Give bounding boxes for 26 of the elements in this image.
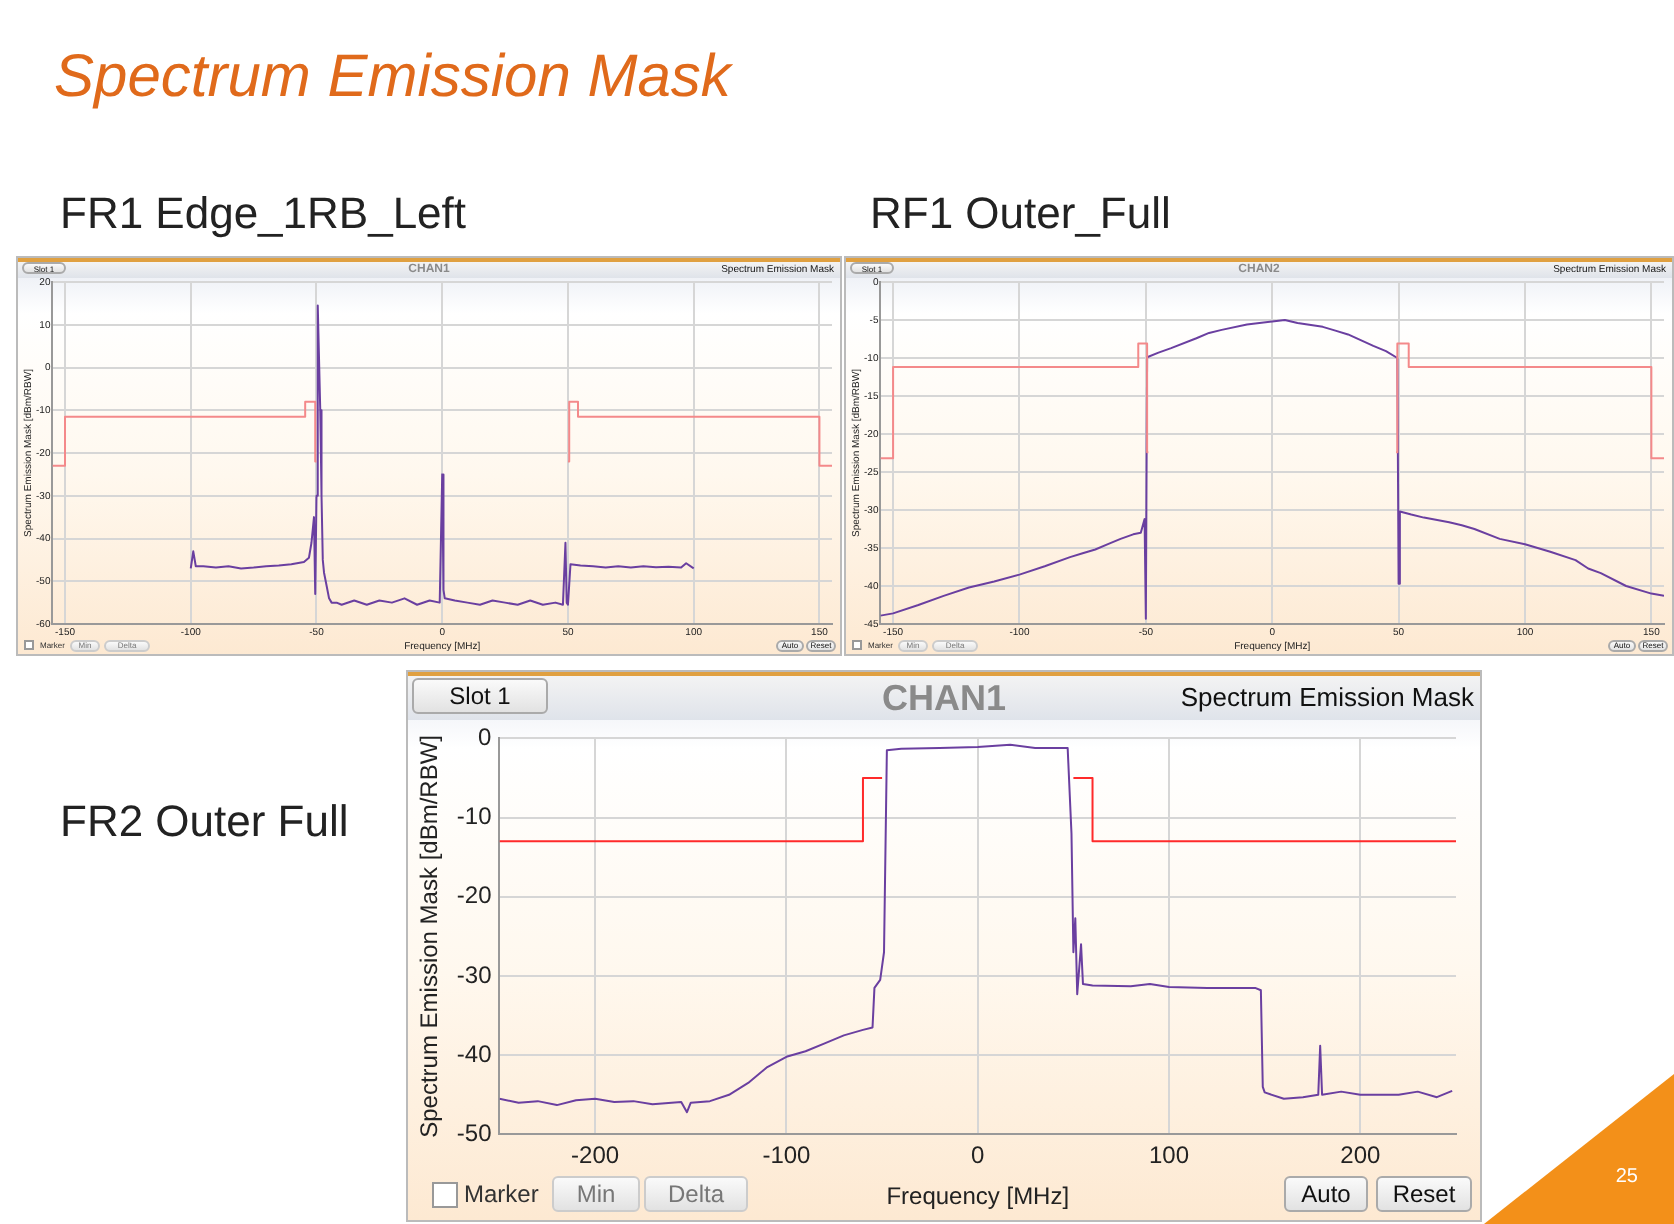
text: Marker xyxy=(462,1178,539,1212)
x-tick-label: 200 xyxy=(1340,1141,1382,1170)
y-tick-label: -10 xyxy=(456,802,493,831)
y-axis-title: Spectrum Emission Mask [dBm/RBW] xyxy=(415,735,444,1138)
x-tick-label: -100 xyxy=(762,1141,812,1170)
y-tick-label: -50 xyxy=(456,1119,493,1148)
y-tick-label: -20 xyxy=(456,881,493,910)
x-tick-label: 0 xyxy=(971,1141,986,1170)
chart-subtitle: FR1 Edge_1RB_Left xyxy=(60,188,467,240)
text: Min xyxy=(552,1176,640,1212)
chart-subtitle: RF1 Outer_Full xyxy=(870,188,1171,240)
text: Auto xyxy=(1284,1176,1368,1212)
text: Reset xyxy=(1376,1176,1472,1212)
chart-title: Spectrum Emission Mask xyxy=(1180,680,1474,716)
text: FR2 Outer Full xyxy=(60,796,349,848)
text: Slot 1 xyxy=(412,678,548,714)
text: CHAN1 xyxy=(881,676,1007,720)
text: Spectrum Emission Mask xyxy=(54,44,731,112)
x-tick-label: -200 xyxy=(571,1141,620,1170)
text: Delta xyxy=(644,1176,748,1212)
text: 25 xyxy=(1615,1166,1638,1188)
y-tick-label: 0 xyxy=(478,723,493,752)
x-axis-title: Frequency [MHz] xyxy=(886,1182,1070,1211)
y-tick-label: -30 xyxy=(456,960,493,989)
y-tick-label: -40 xyxy=(456,1039,493,1068)
x-tick-label: 100 xyxy=(1149,1141,1190,1170)
